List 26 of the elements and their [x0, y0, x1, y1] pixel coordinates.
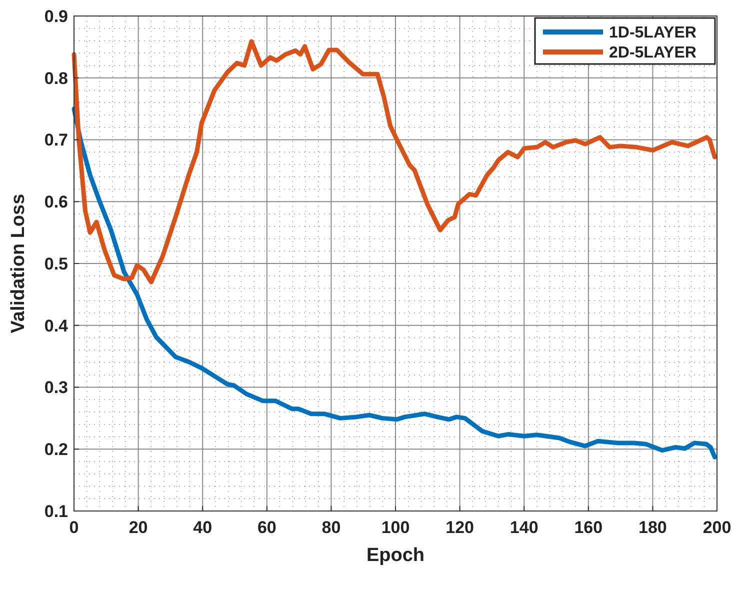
y-tick-label: 0.2 [44, 440, 68, 460]
x-tick-label: 160 [574, 518, 603, 537]
line-series [72, 106, 717, 460]
x-tick-label: 100 [381, 518, 410, 537]
x-tick-label: 120 [446, 518, 474, 537]
legend-label: 2D-5LAYER [609, 44, 697, 62]
x-tick-label: 0 [69, 518, 79, 537]
y-tick-label: 0.3 [44, 378, 68, 398]
x-tick-label: 40 [193, 518, 212, 537]
y-tick-label: 0.6 [44, 192, 68, 212]
x-tick-label: 20 [128, 518, 148, 537]
x-tick-label: 140 [510, 518, 538, 537]
x-tick-label: 60 [257, 518, 276, 537]
y-tick-label: 0.5 [44, 254, 68, 274]
y-tick-label: 0.1 [44, 502, 68, 521]
legend-label: 1D-5LAYER [609, 24, 697, 42]
x-axis-title: Epoch [366, 545, 425, 566]
y-tick-label: 0.9 [44, 6, 68, 26]
y-tick-label: 0.4 [44, 316, 69, 336]
x-tick-label: 180 [638, 518, 667, 537]
y-tick-label: 0.7 [44, 130, 68, 150]
x-tick-label: 200 [702, 518, 732, 537]
y-axis-title: Validation Loss [8, 194, 29, 334]
x-tick-label: 80 [322, 518, 341, 537]
y-tick-label: 0.8 [44, 68, 68, 88]
line-series [72, 39, 717, 284]
